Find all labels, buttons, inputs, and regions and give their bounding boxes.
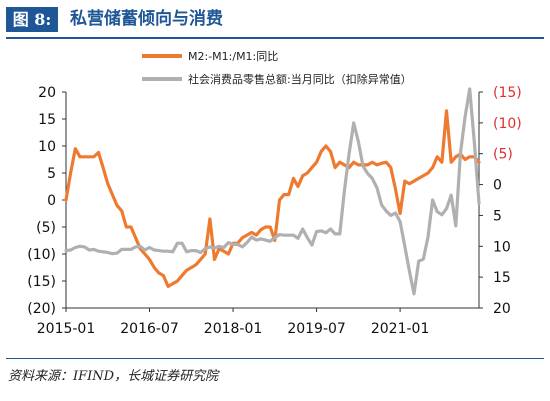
legend-label: M2:-M1:/M1:同比 [188,50,278,63]
footer-rule [6,358,544,359]
source-note: 资料来源：IFIND，长城证券研究院 [8,369,219,384]
left-tick-label: (5) [36,220,56,236]
figure-label: 图 8: [6,7,58,32]
series-layer [64,87,481,296]
right-tick-label: (15) [493,85,522,101]
right-tick-label: 10 [493,239,511,255]
right-tick-label: 15 [493,270,511,286]
series-line-retail-sales [64,87,481,296]
right-tick-label: 20 [493,301,511,317]
left-tick-label: 0 [47,193,56,209]
left-tick-label: (15) [27,274,56,290]
figure-title: 私营储蓄倾向与消费 [70,9,223,29]
right-tick-label: (10) [493,116,522,132]
right-tick-label: (5) [493,147,513,163]
left-tick-label: 10 [38,139,56,155]
x-tick-label: 2015-01 [37,321,96,337]
left-tick-label: 20 [38,85,56,101]
x-tick-label: 2021-01 [371,321,430,337]
left-tick-label: (20) [27,301,56,317]
left-tick-label: 15 [38,112,56,128]
right-tick-label: 5 [493,208,502,224]
right-tick-label: 0 [493,178,502,194]
x-tick-label: 2018-01 [204,321,263,337]
chart-axes: 20 15 10 5 0 (5) (10) (15) (20) (15) (10) (5) 0 5 10 15… [27,85,522,337]
x-tick-label: 2019-07 [287,321,346,337]
left-tick-label: 5 [47,166,56,182]
header-rule [6,37,544,39]
legend-label: 社会消费品零售总额:当月同比（扣除异常值） [188,72,412,86]
series-line-m2-m1 [64,109,481,288]
figure-header: 图 8: 私营储蓄倾向与消费 [0,0,550,37]
x-tick-label: 2016-07 [120,321,179,337]
left-tick-label: (10) [27,247,56,263]
